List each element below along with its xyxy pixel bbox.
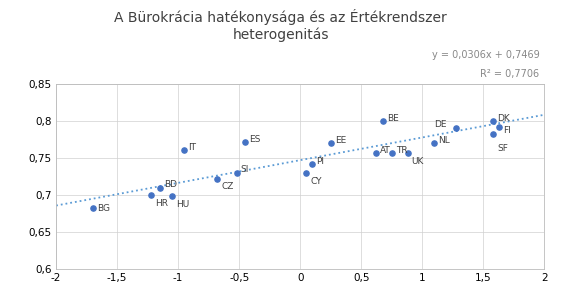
Point	[452, 126, 461, 131]
Text: ES: ES	[250, 135, 261, 144]
Text: NL: NL	[439, 136, 450, 145]
Text: BD: BD	[164, 180, 177, 189]
Text: CY: CY	[310, 176, 322, 186]
Text: BG: BG	[97, 204, 110, 213]
Point	[302, 170, 311, 175]
Text: FI: FI	[503, 126, 511, 135]
Point	[168, 194, 177, 199]
Point	[387, 151, 396, 156]
Text: CZ: CZ	[222, 182, 234, 191]
Text: A Bürokrácia hatékonysága és az Értékrendszer
heterogenitás: A Bürokrácia hatékonysága és az Értékren…	[114, 9, 447, 42]
Point	[489, 118, 498, 123]
Point	[232, 170, 241, 175]
Point	[430, 141, 439, 145]
Text: PI: PI	[316, 156, 324, 166]
Text: AT: AT	[380, 146, 390, 155]
Text: DE: DE	[434, 120, 447, 129]
Point	[371, 151, 380, 156]
Text: R² = 0,7706: R² = 0,7706	[480, 69, 539, 79]
Point	[495, 124, 504, 129]
Point	[489, 132, 498, 137]
Text: BE: BE	[387, 114, 399, 123]
Point	[403, 151, 412, 156]
Point	[213, 176, 222, 181]
Text: DK: DK	[497, 114, 510, 123]
Text: HU: HU	[176, 200, 190, 209]
Point	[241, 140, 250, 145]
Text: EE: EE	[335, 136, 346, 145]
Text: HR: HR	[155, 199, 168, 208]
Text: SF: SF	[497, 144, 508, 152]
Text: IT: IT	[188, 143, 196, 152]
Point	[155, 185, 164, 190]
Point	[379, 118, 388, 123]
Text: UK: UK	[412, 157, 424, 166]
Text: y = 0,0306x + 0,7469: y = 0,0306x + 0,7469	[431, 50, 539, 60]
Point	[326, 141, 335, 145]
Point	[147, 193, 156, 197]
Text: SI: SI	[241, 165, 249, 174]
Point	[308, 161, 317, 166]
Point	[88, 206, 97, 211]
Point	[180, 148, 188, 153]
Text: TR: TR	[396, 146, 407, 155]
